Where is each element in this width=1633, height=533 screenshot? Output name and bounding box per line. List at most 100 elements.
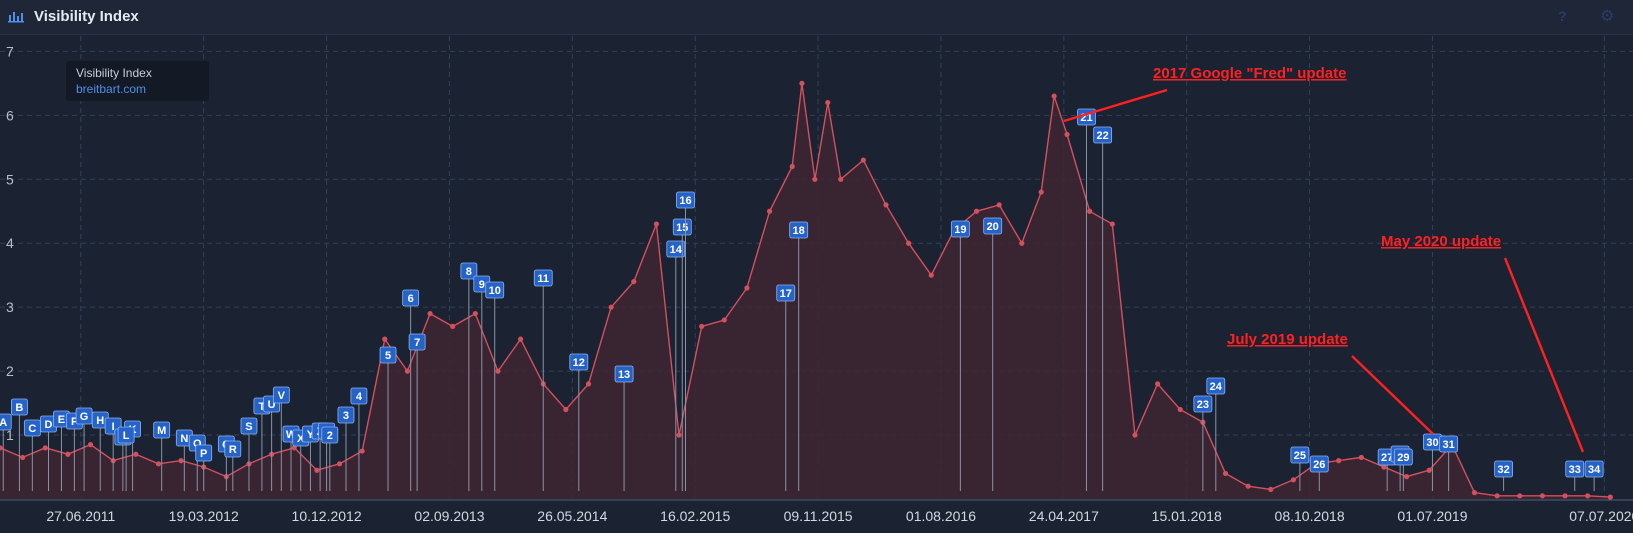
- data-point[interactable]: [996, 202, 1002, 208]
- data-point[interactable]: [0, 445, 3, 451]
- data-point[interactable]: [653, 221, 660, 227]
- event-marker-7[interactable]: 7: [408, 333, 426, 491]
- data-point[interactable]: [585, 381, 592, 387]
- event-marker-22[interactable]: 22: [1093, 126, 1113, 491]
- data-point[interactable]: [1245, 483, 1251, 489]
- event-marker-8[interactable]: 8: [460, 262, 478, 491]
- event-marker-16[interactable]: 16: [676, 191, 695, 491]
- event-marker-34[interactable]: 34: [1584, 460, 1604, 491]
- data-point[interactable]: [608, 304, 614, 310]
- gear-icon[interactable]: ⚙: [1600, 8, 1615, 25]
- data-point[interactable]: [472, 310, 478, 317]
- data-point[interactable]: [382, 336, 388, 342]
- event-marker-20[interactable]: 20: [983, 217, 1003, 491]
- event-marker-14[interactable]: 14: [666, 240, 686, 491]
- event-marker-s[interactable]: S: [240, 417, 258, 491]
- data-point[interactable]: [1087, 208, 1093, 214]
- data-point[interactable]: [1494, 493, 1500, 499]
- event-marker-24[interactable]: 24: [1206, 377, 1226, 491]
- data-point[interactable]: [1290, 477, 1297, 483]
- event-marker-4[interactable]: 4: [350, 387, 368, 491]
- event-marker-3[interactable]: 3: [337, 406, 355, 491]
- data-point[interactable]: [883, 202, 889, 208]
- data-point[interactable]: [314, 467, 320, 473]
- event-marker-17[interactable]: 17: [776, 284, 796, 491]
- data-point[interactable]: [1222, 470, 1229, 477]
- data-point[interactable]: [178, 458, 184, 464]
- event-marker-10[interactable]: 10: [485, 281, 505, 491]
- data-point[interactable]: [1381, 464, 1387, 470]
- event-marker-32[interactable]: 32: [1494, 460, 1513, 491]
- data-point[interactable]: [1358, 454, 1364, 461]
- data-point[interactable]: [1051, 93, 1057, 99]
- data-point[interactable]: [336, 461, 343, 467]
- data-point[interactable]: [427, 310, 433, 317]
- event-marker-29[interactable]: 29: [1393, 448, 1413, 491]
- data-point[interactable]: [1539, 493, 1545, 499]
- data-point[interactable]: [495, 368, 501, 374]
- data-point[interactable]: [812, 176, 818, 182]
- data-point[interactable]: [1562, 493, 1568, 499]
- data-point[interactable]: [1336, 458, 1342, 464]
- data-point[interactable]: [799, 80, 805, 86]
- event-marker-19[interactable]: 19: [950, 220, 970, 491]
- data-point[interactable]: [676, 432, 682, 438]
- event-marker-12[interactable]: 12: [569, 353, 589, 491]
- data-point[interactable]: [155, 461, 162, 467]
- data-point[interactable]: [766, 208, 773, 214]
- event-marker-23[interactable]: 23: [1193, 395, 1213, 491]
- data-point[interactable]: [1019, 240, 1025, 246]
- data-point[interactable]: [721, 317, 727, 323]
- event-marker-l[interactable]: L: [117, 426, 135, 491]
- event-marker-25[interactable]: 25: [1290, 446, 1310, 491]
- legend-series-link[interactable]: breitbart.com: [76, 82, 147, 96]
- event-marker-2[interactable]: 2: [321, 426, 339, 491]
- data-point[interactable]: [291, 445, 297, 451]
- data-point[interactable]: [1517, 493, 1523, 499]
- data-point[interactable]: [404, 368, 411, 374]
- event-marker-e[interactable]: E: [53, 410, 70, 491]
- data-point[interactable]: [1403, 474, 1410, 480]
- data-point[interactable]: [744, 285, 750, 291]
- event-marker-18[interactable]: 18: [789, 221, 809, 491]
- data-point[interactable]: [1132, 432, 1138, 438]
- data-point[interactable]: [1607, 494, 1613, 500]
- question-mark-icon[interactable]: ?: [1558, 8, 1567, 24]
- event-marker-r[interactable]: R: [224, 440, 242, 491]
- data-point[interactable]: [838, 176, 844, 182]
- data-point[interactable]: [450, 323, 456, 329]
- data-point[interactable]: [825, 99, 831, 106]
- data-point[interactable]: [1109, 221, 1115, 227]
- event-marker-v[interactable]: V: [272, 386, 290, 491]
- event-marker-m[interactable]: M: [153, 421, 171, 491]
- data-point[interactable]: [87, 442, 94, 448]
- data-point[interactable]: [1064, 131, 1070, 138]
- event-marker-26[interactable]: 26: [1309, 455, 1329, 491]
- data-point[interactable]: [906, 240, 912, 246]
- event-marker-33[interactable]: 33: [1565, 460, 1585, 491]
- event-marker-n[interactable]: N: [175, 429, 193, 491]
- data-point[interactable]: [631, 278, 637, 285]
- event-marker-h[interactable]: H: [91, 411, 109, 491]
- data-point[interactable]: [563, 406, 569, 413]
- data-point[interactable]: [1177, 406, 1183, 413]
- data-point[interactable]: [1268, 486, 1274, 493]
- data-point[interactable]: [699, 323, 705, 329]
- event-marker-5[interactable]: 5: [379, 346, 397, 491]
- event-marker-b[interactable]: B: [11, 398, 28, 491]
- event-marker-11[interactable]: 11: [533, 269, 553, 491]
- data-point[interactable]: [1426, 467, 1432, 473]
- data-point[interactable]: [973, 208, 980, 214]
- event-marker-31[interactable]: 31: [1439, 435, 1459, 491]
- data-point[interactable]: [789, 163, 795, 170]
- data-point[interactable]: [1038, 189, 1044, 195]
- data-point[interactable]: [359, 448, 365, 454]
- data-point[interactable]: [860, 157, 866, 163]
- data-point[interactable]: [1155, 381, 1161, 387]
- event-marker-d[interactable]: D: [40, 415, 57, 491]
- data-point[interactable]: [1471, 490, 1478, 496]
- event-marker-13[interactable]: 13: [614, 365, 634, 491]
- data-point[interactable]: [1585, 493, 1591, 499]
- event-marker-30[interactable]: 30: [1423, 433, 1442, 491]
- event-marker-a[interactable]: A: [0, 413, 12, 491]
